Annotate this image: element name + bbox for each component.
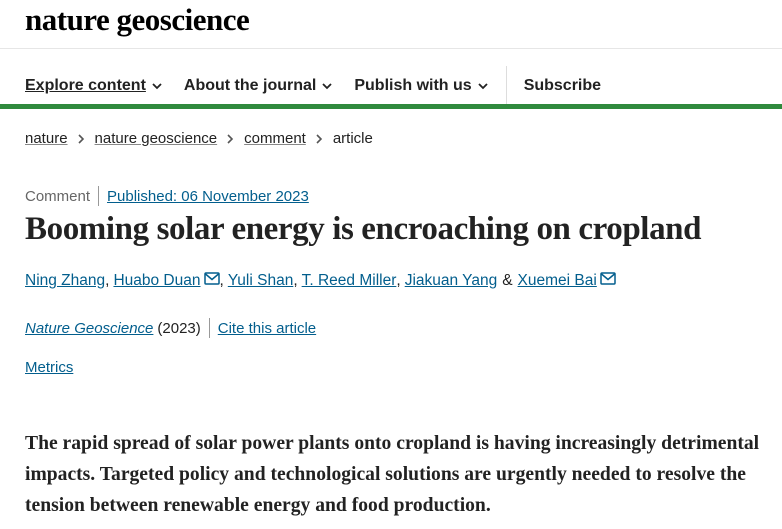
author-list: Ning Zhang, Huabo Duan, Yuli Shan, T. Reed … [25, 271, 616, 290]
author-separator: , [293, 272, 298, 289]
breadcrumb[interactable]: nature [25, 130, 68, 147]
nav-label: About the journal [183, 77, 317, 94]
chevron-down [322, 82, 332, 89]
breadcrumb[interactable]: comment [244, 130, 306, 147]
metrics: Metrics [25, 359, 73, 376]
author-separator: , [105, 272, 110, 289]
nav-item[interactable]: Explore content [25, 77, 162, 95]
author[interactable]: Xuemei Bai [517, 272, 597, 289]
article-type: Comment [25, 187, 91, 205]
author-separator: , [396, 272, 401, 289]
breadcrumb[interactable]: nature geoscience [94, 130, 218, 147]
mail-icon [600, 271, 616, 285]
author[interactable]: Jiakuan Yang [404, 272, 498, 289]
abstract-line: impacts. Targeted policy and technologic… [25, 464, 746, 485]
nav-bar: Explore content About the journal Publish … [25, 66, 623, 106]
article-meta: Comment Published: 06 November 2023 [25, 186, 309, 206]
journal-name[interactable]: Nature Geoscience [25, 319, 154, 337]
abstract-line: tension between renewable energy and foo… [25, 495, 491, 516]
author[interactable]: Yuli Shan [227, 272, 294, 289]
nav-item[interactable]: Subscribe [524, 77, 601, 95]
author[interactable]: Ning Zhang [25, 272, 106, 289]
nav-label: Explore content [25, 77, 146, 94]
separator [208, 318, 210, 338]
nav-label: Publish with us [354, 77, 472, 94]
separator [98, 186, 100, 206]
article-title: Booming solar energy is encroaching on c… [25, 211, 702, 247]
author-separator: , [219, 272, 224, 289]
author[interactable]: T. Reed Miller [301, 272, 397, 289]
abstract-line: The rapid spread of solar power plants o… [25, 433, 760, 454]
nav-item[interactable]: About the journal [184, 77, 332, 95]
author[interactable]: Huabo Duan [113, 272, 201, 289]
metrics-link[interactable]: Metrics [25, 359, 74, 376]
cite-link[interactable]: Cite this article [217, 319, 317, 337]
nav-separator [505, 66, 507, 106]
published-date[interactable]: Published: 06 November 2023 [107, 187, 309, 205]
nav-item[interactable]: Publish with us [354, 77, 488, 95]
nav-label: Subscribe [523, 77, 602, 94]
year: (2023) [157, 319, 201, 337]
breadcrumbs: nature nature geoscience comment article [25, 130, 373, 147]
chevron-right [227, 133, 234, 144]
logo[interactable]: nature geoscience [25, 2, 250, 37]
accent-bar [0, 104, 782, 109]
breadcrumb: article [332, 130, 373, 147]
chevron-down [152, 82, 162, 89]
chevron-right [77, 133, 84, 144]
chevron-right [316, 133, 322, 144]
citation: Nature Geoscience (2023) Cite this article [25, 318, 316, 338]
mail-icon [203, 271, 220, 285]
author-conjunction: & [502, 272, 513, 289]
chevron-down [478, 82, 488, 89]
divider [0, 48, 782, 49]
abstract: The rapid spread of solar power plants o… [25, 428, 759, 521]
